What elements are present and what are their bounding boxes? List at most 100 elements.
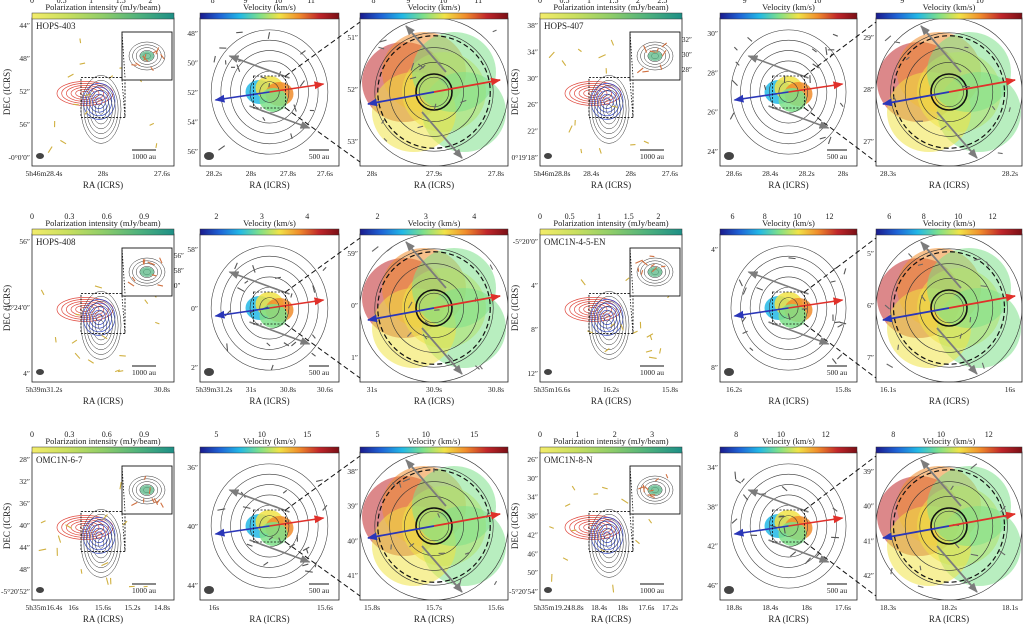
magnetic-field-arrow (421, 327, 463, 375)
contour (135, 47, 159, 65)
velocity-patch (778, 522, 807, 546)
zoom-connector (285, 541, 361, 597)
scale-bar-label: 500 au (309, 586, 329, 595)
colorbar-tick-label: 5 (214, 430, 218, 439)
outflow-lobes (564, 509, 630, 578)
contour (82, 299, 116, 336)
x-axis-label: RA (ICRS) (249, 396, 289, 406)
polarization-vector (905, 56, 910, 61)
colorbar-tick-label: 1.5 (116, 0, 126, 5)
polarization-vector (920, 295, 926, 302)
magnetic-field-arrow (405, 459, 447, 507)
contour (590, 83, 624, 120)
contour (56, 515, 114, 540)
contour (139, 266, 155, 278)
y-tick-label: 34″ (707, 463, 718, 472)
polarization-vector (598, 148, 602, 154)
polarization-vector (237, 287, 245, 292)
x-axis-label: RA (ICRS) (83, 180, 123, 190)
colorbar-label: Polarization intensity (mJy/beam) (553, 436, 668, 446)
polarization-vector (839, 102, 844, 108)
polarization-vector (115, 369, 121, 373)
zoom-box (588, 292, 634, 334)
inset-tick-label: 28″ (682, 66, 692, 74)
y-tick-label: 29″ (863, 33, 874, 42)
colorbar-pol-hops407-pol: Polarization intensity (mJy/beam) 0 0.5 1 1.… (538, 0, 683, 20)
x-tick-label: 16s (68, 603, 79, 612)
polarization-vector (244, 280, 249, 284)
x-tick-label: 27.6s (317, 169, 333, 178)
polarization-vector (580, 279, 586, 286)
inset (629, 247, 681, 297)
magnetic-field-arrow (249, 321, 311, 345)
x-tick-label: 15.8s (364, 603, 380, 612)
polarization-vector (661, 49, 667, 57)
contour (730, 29, 847, 155)
polarization-vector (620, 324, 624, 331)
colorbar-tick-label: 0.5 (57, 0, 67, 5)
contour (97, 538, 105, 549)
colorbar-vel-hops408-vel: Velocity (km/s) 2 3 4 (199, 212, 340, 236)
contour (61, 83, 109, 104)
colorbar-label: Velocity (km/s) (762, 2, 815, 12)
panel-omc1n8-zoom: 39″ 40″ 41″ 42″ 18.3s 18.2s 18.1s RA (ICRS) (863, 451, 1023, 624)
beam-ellipse (36, 587, 44, 593)
polarization-vector (756, 287, 764, 291)
polarization-vector (270, 364, 274, 371)
colorbar-label: Velocity (km/s) (408, 218, 461, 228)
contour (597, 523, 621, 564)
contour (82, 517, 116, 554)
velocity-patch (259, 88, 288, 112)
polarization-vector (644, 486, 649, 491)
colorbar-tick-label: 15 (303, 430, 311, 439)
contour (374, 248, 494, 368)
colorbar-label: Polarization intensity (mJy/beam) (553, 2, 668, 12)
outflow-lobes (56, 75, 122, 144)
contour (65, 85, 105, 102)
red-outflow-arrow (433, 77, 501, 93)
zoom-box (80, 292, 126, 334)
x-tick-label: 31s (367, 385, 378, 394)
polarization-vector (568, 125, 573, 133)
polarization-vector (561, 60, 567, 67)
x-axis-label: RA (ICRS) (83, 614, 123, 624)
polarization-vector (827, 136, 832, 145)
zoom-connector (285, 323, 361, 379)
polarization-vector (383, 137, 388, 142)
contour (56, 81, 114, 106)
y-tick-label: 46″ (707, 581, 718, 590)
polarization-vector (407, 332, 412, 337)
contour (759, 60, 818, 124)
polarization-vector (409, 76, 417, 80)
contour (95, 313, 103, 322)
colorbar-tick-label: 8 (211, 0, 215, 5)
colorbar-tick-label: 3 (260, 212, 264, 221)
polarization-vector (302, 563, 309, 567)
disk-boundary (377, 251, 491, 365)
contour (79, 525, 91, 530)
contour (210, 29, 329, 155)
colorbar-tick-label: 2 (375, 212, 379, 221)
contour (95, 531, 103, 540)
x-axis-label: RA (ICRS) (414, 396, 454, 406)
contour (230, 50, 309, 134)
protostar-circle (930, 507, 968, 545)
contour (640, 44, 670, 68)
x-tick-label: 18.4s (762, 603, 778, 612)
contour (588, 75, 630, 144)
polarization-vector (464, 552, 470, 555)
x-axis-label: RA (ICRS) (83, 396, 123, 406)
polarization-vector (101, 334, 108, 340)
zoom-box (253, 509, 286, 543)
y-tick-label: 30″ (527, 474, 538, 483)
polarization-vector (894, 41, 901, 44)
polarization-vector (155, 321, 160, 325)
polarization-vector (973, 258, 981, 261)
y-tick-label: 22″ (527, 127, 538, 136)
contour (597, 524, 617, 547)
beam-ellipse (36, 153, 44, 159)
y-tick-label: 36″ (19, 499, 30, 508)
x-tick-label: 30.9s (426, 385, 442, 394)
y-tick-label: 44″ (187, 581, 198, 590)
polarization-vector (788, 257, 796, 260)
